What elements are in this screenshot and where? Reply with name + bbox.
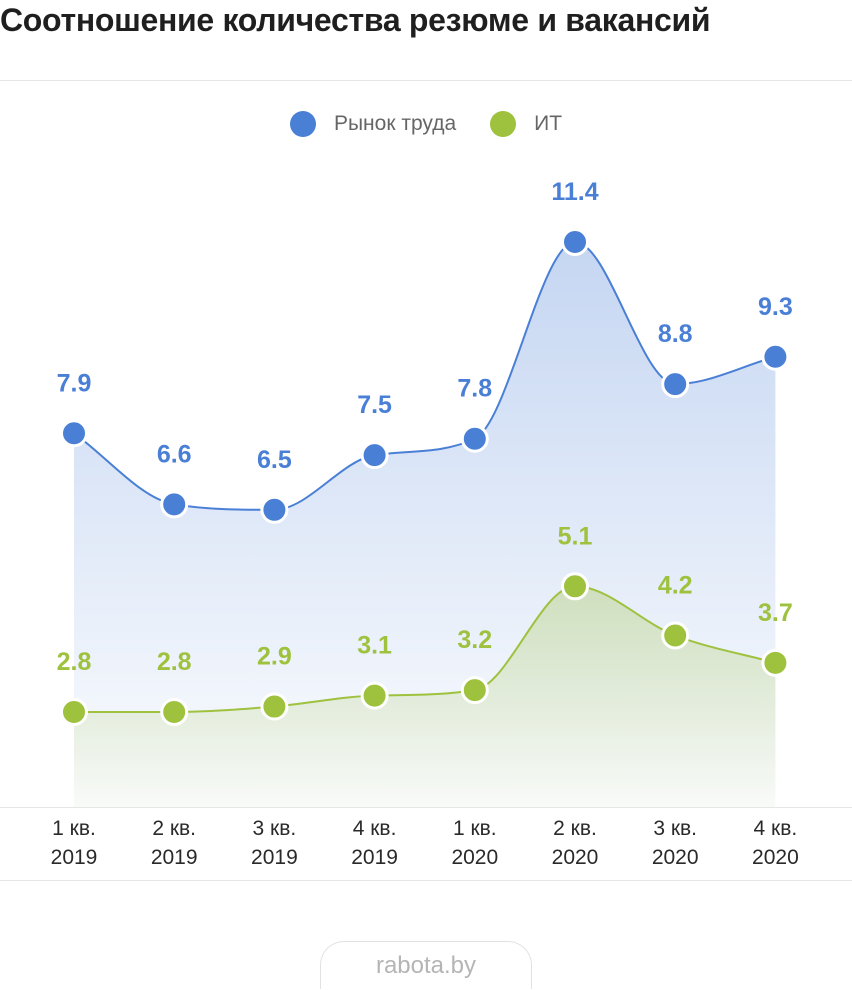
legend-dot-labor-market — [289, 111, 316, 137]
x-tick-label-8: 4 кв. 2020 — [752, 817, 799, 869]
top-divider — [0, 80, 852, 81]
data-label-labor-market-7: 8.8 — [658, 320, 693, 348]
line-it — [74, 585, 776, 713]
x-tick-label-6: 2 кв. 2020 — [551, 817, 599, 869]
point-labor-market-7 — [661, 370, 690, 399]
data-label-it-5: 3.2 — [457, 626, 492, 654]
data-label-labor-market-6: 11.4 — [551, 178, 598, 206]
legend-label-it: ИТ — [534, 112, 563, 135]
point-it-3 — [260, 692, 289, 721]
point-labor-market-4 — [360, 441, 389, 470]
point-it-2 — [160, 698, 189, 726]
data-label-it-4: 3.1 — [357, 632, 392, 660]
point-labor-market-6 — [561, 228, 589, 256]
axis-bottom-divider — [0, 880, 852, 881]
chart-legend: Рынок труда ИТ — [0, 108, 852, 140]
x-tick-label-7: 3 кв. 2020 — [651, 817, 699, 869]
point-it-1 — [60, 698, 88, 726]
legend-dot-it — [490, 111, 517, 137]
chart-title: Соотношение количества резюме и вакансий — [0, 2, 711, 38]
data-label-labor-market-8: 9.3 — [758, 293, 793, 321]
data-label-it-2: 2.8 — [157, 648, 192, 676]
point-it-6 — [561, 572, 589, 601]
legend-item-it: ИТ — [490, 111, 562, 137]
x-tick-label-1: 1 кв. 2019 — [50, 817, 98, 869]
point-labor-market-3 — [260, 495, 289, 524]
x-tick-label-5: 1 кв. 2020 — [451, 817, 499, 869]
point-it-8 — [761, 648, 790, 677]
data-label-it-1: 2.8 — [57, 648, 92, 676]
area-it — [74, 586, 776, 807]
legend-label-labor-market: Рынок труда — [333, 112, 457, 135]
x-tick-label-2: 2 кв. 2019 — [150, 817, 198, 869]
x-tick-label-3: 3 кв. 2019 — [251, 817, 298, 869]
data-label-it-8: 3.7 — [758, 599, 793, 627]
data-label-it-7: 4.2 — [658, 571, 693, 599]
point-labor-market-2 — [160, 490, 189, 519]
point-it-4 — [360, 681, 389, 710]
legend-item-labor-market: Рынок труда — [289, 111, 457, 137]
data-label-labor-market-5: 7.8 — [457, 375, 492, 403]
point-it-7 — [661, 621, 690, 650]
data-label-labor-market-3: 6.5 — [257, 446, 292, 474]
line-chart: 7.9 6.6 6.5 7.5 7.8 11.4 8.8 9.3 2.8 2.8 2.9 3.1 3.2… — [57, 178, 793, 807]
data-label-it-6: 5.1 — [558, 522, 593, 550]
line-labor-market — [73, 240, 776, 511]
data-label-labor-market-1: 7.9 — [57, 369, 92, 397]
x-tick-label-4: 4 кв. 2019 — [351, 817, 398, 869]
point-labor-market-5 — [460, 424, 489, 453]
data-label-labor-market-2: 6.6 — [157, 440, 192, 468]
watermark: rabota.by — [320, 941, 532, 989]
data-label-it-3: 2.9 — [257, 643, 292, 671]
data-label-labor-market-4: 7.5 — [357, 391, 392, 419]
axis-top-divider — [0, 807, 852, 808]
point-it-5 — [460, 676, 489, 705]
point-labor-market-8 — [761, 342, 790, 371]
x-axis-labels: 1 кв. 2019 2 кв. 2019 3 кв. 2019 4 кв. 2019 1 кв… — [0, 814, 852, 876]
point-labor-market-1 — [60, 419, 88, 448]
